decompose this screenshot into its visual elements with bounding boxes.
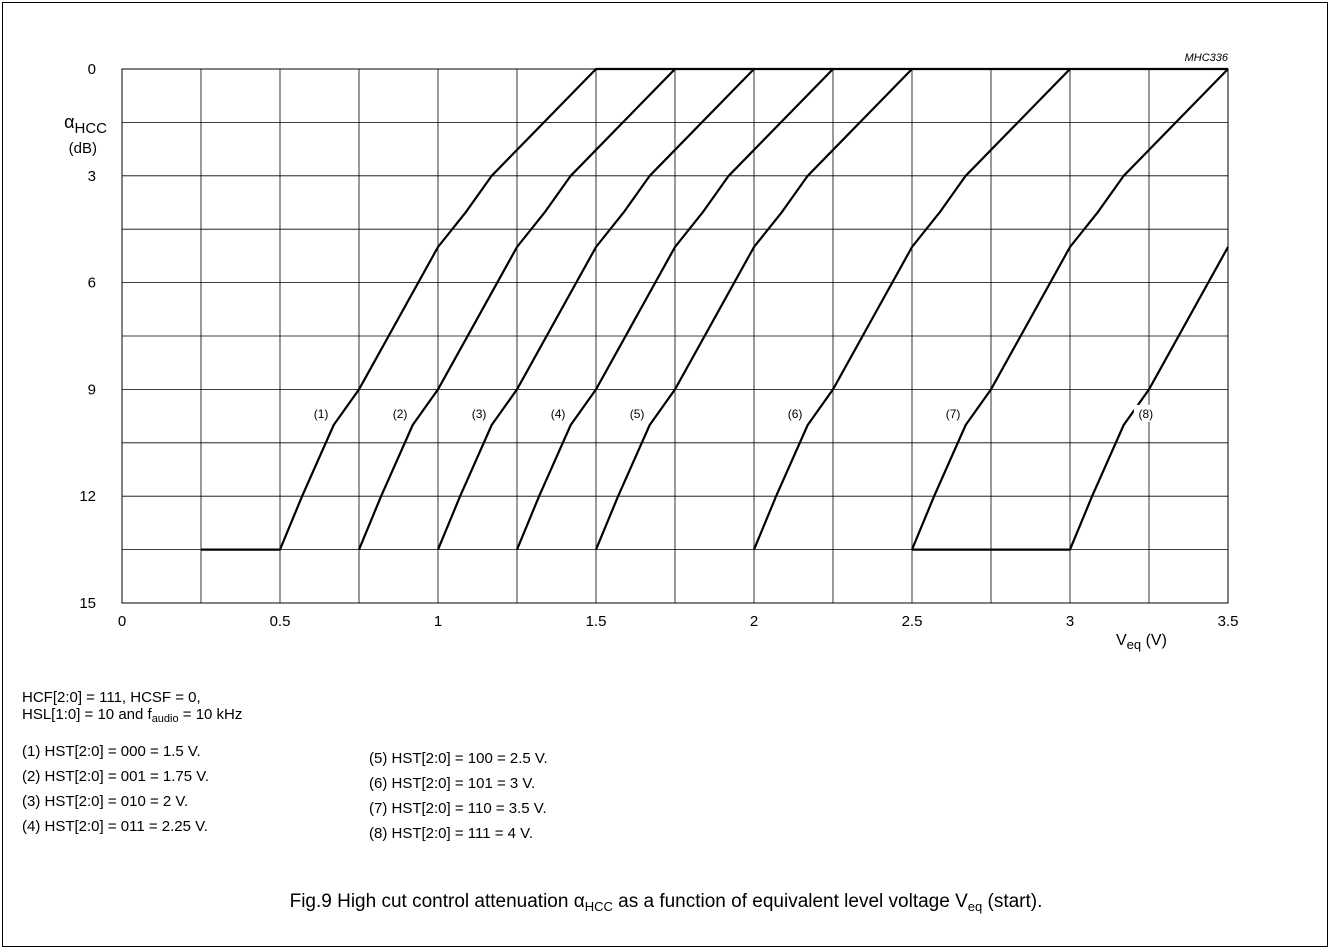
- x-tick-label: 3.5: [1218, 613, 1239, 630]
- series-label: (3): [472, 407, 487, 421]
- legend-item: (7) HST[2:0] = 110 = 3.5 V.: [369, 800, 547, 817]
- caption-middle: as a function of equivalent level voltag…: [612, 891, 968, 912]
- attenuation-chart: 0 0.5 1 1.5 2 2.5 3 3.5 0 3 6 9 12 15 αHCC (dB) Veq (V) M…: [64, 52, 1239, 652]
- x-tick-label: 2: [750, 613, 758, 630]
- series-label-background: [625, 404, 650, 422]
- figure-caption: Fig.9 High cut control attenuation αHCC …: [0, 891, 1332, 914]
- conditions-line-2-sub: audio: [151, 713, 179, 725]
- legend-item: (8) HST[2:0] = 111 = 4 V.: [369, 825, 533, 842]
- series-line: [910, 68, 1229, 551]
- caption-prefix: Fig.9 High cut control attenuation α: [289, 891, 585, 912]
- series-line: [912, 246, 1229, 551]
- x-tick-label: 3: [1066, 613, 1074, 630]
- x-tick-label: 2.5: [902, 613, 923, 630]
- series-label: (6): [788, 407, 803, 421]
- y-tick-label: 15: [79, 595, 96, 612]
- x-axis-label: Veq (V): [1116, 632, 1167, 652]
- series-line: [201, 67, 1228, 551]
- legend-item: (6) HST[2:0] = 101 = 3 V.: [369, 775, 536, 792]
- caption-suffix: (start).: [982, 891, 1043, 912]
- caption-sub-eq: eq: [967, 899, 983, 914]
- x-tick-label: 0: [118, 613, 126, 630]
- series-label: (8): [1139, 407, 1154, 421]
- legend-right: (5) HST[2:0] = 100 = 2.5 V. (6) HST[2:0]…: [369, 746, 548, 846]
- series-label: (5): [630, 407, 645, 421]
- y-axis-symbol: αHCC: [64, 112, 107, 137]
- figure-code: MHC336: [1185, 52, 1229, 64]
- series-label-background: [783, 404, 808, 422]
- series-label-background: [309, 404, 334, 422]
- legend-item: (3) HST[2:0] = 010 = 2 V.: [22, 793, 189, 810]
- series-label: (4): [551, 407, 566, 421]
- series-line: [436, 68, 755, 551]
- conditions-line-2: HSL[1:0] = 10 and faudio = 10 kHz: [22, 706, 242, 728]
- y-tick-label: 9: [88, 381, 96, 398]
- conditions-line-1: HCF[2:0] = 111, HCSF = 0,: [22, 689, 201, 706]
- y-tick-label: 3: [88, 168, 96, 185]
- legend-left: (1) HST[2:0] = 000 = 1.5 V. (2) HST[2:0]…: [22, 739, 209, 839]
- x-tick-label: 1.5: [586, 613, 607, 630]
- caption-sub-hcc: HCC: [584, 899, 613, 914]
- series-line: [594, 68, 913, 551]
- series-label-background: [1133, 404, 1158, 422]
- series-label-background: [546, 404, 571, 422]
- y-axis-unit: (dB): [69, 140, 97, 157]
- series-label-background: [388, 404, 413, 422]
- x-tick-label: 0.5: [270, 613, 291, 630]
- y-tick-label: 0: [88, 61, 96, 78]
- series-label-background: [467, 404, 492, 422]
- legend-item: (4) HST[2:0] = 011 = 2.25 V.: [22, 818, 208, 835]
- legend-item: (5) HST[2:0] = 100 = 2.5 V.: [369, 750, 548, 767]
- x-tick-label: 1: [434, 613, 442, 630]
- series-label: (2): [393, 407, 408, 421]
- conditions-block: HCF[2:0] = 111, HCSF = 0, HSL[1:0] = 10 …: [22, 689, 242, 728]
- legend-item: (1) HST[2:0] = 000 = 1.5 V.: [22, 743, 201, 760]
- conditions-line-2-prefix: HSL[1:0] = 10 and f: [22, 706, 152, 723]
- series-line: [357, 68, 676, 551]
- series-line: [515, 68, 834, 551]
- series-label: (7): [946, 407, 961, 421]
- y-tick-label: 6: [88, 275, 96, 292]
- conditions-line-2-suffix: = 10 kHz: [178, 706, 243, 723]
- y-tick-label: 12: [79, 488, 96, 505]
- series-line: [752, 68, 1071, 551]
- series-label: (1): [314, 407, 329, 421]
- series-label-background: [941, 404, 966, 422]
- legend-item: (2) HST[2:0] = 001 = 1.75 V.: [22, 768, 210, 785]
